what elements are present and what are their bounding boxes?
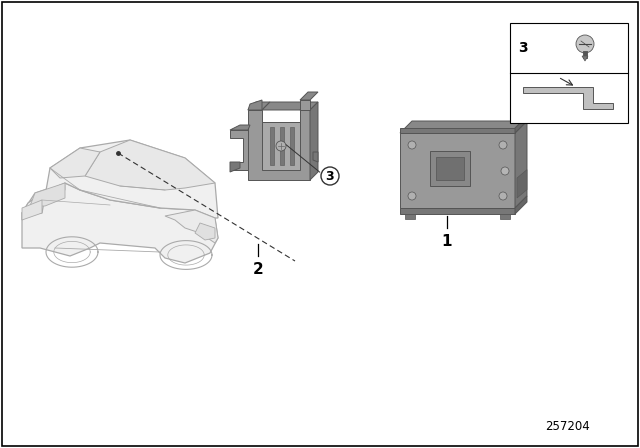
Polygon shape — [248, 100, 262, 110]
Polygon shape — [22, 200, 42, 220]
Polygon shape — [405, 214, 415, 219]
Polygon shape — [523, 87, 613, 109]
Circle shape — [499, 192, 507, 200]
Polygon shape — [262, 122, 300, 170]
Circle shape — [501, 167, 509, 175]
Polygon shape — [300, 100, 310, 110]
Polygon shape — [230, 130, 248, 170]
Polygon shape — [515, 116, 527, 133]
Polygon shape — [400, 133, 515, 208]
Polygon shape — [517, 170, 527, 198]
Polygon shape — [262, 102, 308, 110]
Circle shape — [499, 141, 507, 149]
Polygon shape — [313, 152, 318, 162]
Polygon shape — [400, 128, 515, 133]
Polygon shape — [30, 183, 65, 206]
Polygon shape — [85, 140, 215, 190]
Polygon shape — [300, 92, 318, 100]
Circle shape — [408, 192, 416, 200]
Polygon shape — [582, 56, 588, 61]
Polygon shape — [280, 127, 284, 165]
Polygon shape — [500, 214, 510, 219]
Bar — [510, 23, 628, 123]
Polygon shape — [515, 196, 527, 214]
Polygon shape — [300, 102, 318, 110]
Polygon shape — [400, 121, 527, 133]
Circle shape — [408, 141, 416, 149]
Bar — [436, 157, 464, 180]
Polygon shape — [310, 102, 318, 180]
Circle shape — [321, 167, 339, 185]
Text: 3: 3 — [518, 41, 527, 55]
Bar — [430, 151, 470, 186]
Polygon shape — [248, 110, 310, 180]
Polygon shape — [230, 125, 250, 130]
Text: 3: 3 — [326, 169, 334, 182]
Polygon shape — [270, 127, 274, 165]
Polygon shape — [290, 127, 294, 165]
Polygon shape — [22, 183, 65, 220]
Polygon shape — [400, 208, 515, 214]
Circle shape — [276, 141, 286, 151]
Polygon shape — [22, 140, 218, 218]
Polygon shape — [165, 210, 218, 243]
Polygon shape — [515, 121, 527, 208]
Text: 2: 2 — [253, 262, 264, 277]
Polygon shape — [50, 148, 100, 178]
Polygon shape — [22, 183, 218, 263]
Text: 257204: 257204 — [545, 419, 589, 432]
Polygon shape — [195, 223, 215, 240]
Circle shape — [576, 35, 594, 53]
Polygon shape — [248, 102, 270, 110]
Polygon shape — [230, 162, 240, 172]
Text: 1: 1 — [442, 234, 452, 249]
